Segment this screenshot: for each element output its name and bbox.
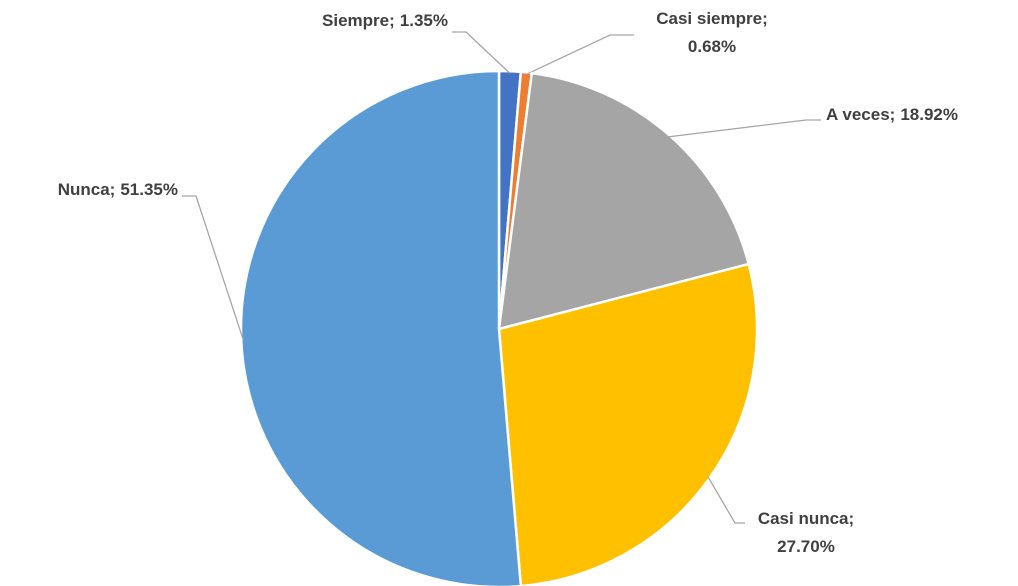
- data-label: Siempre; 1.35%: [322, 11, 448, 30]
- label-separator: ;: [110, 180, 116, 199]
- data-label: Casi siempre; 0.68%: [656, 9, 768, 56]
- label-separator: ;: [762, 9, 768, 28]
- label-category: A veces: [826, 105, 890, 124]
- leader-line: [525, 34, 634, 76]
- label-separator: ;: [890, 105, 896, 124]
- pie-slice: [497, 262, 759, 586]
- label-value: 27.70%: [777, 537, 835, 556]
- label-separator: ;: [389, 11, 395, 30]
- leader-line: [707, 476, 745, 524]
- leader-line: [668, 119, 821, 138]
- leader-line: [182, 195, 244, 341]
- label-category: Casi nunca: [758, 509, 849, 528]
- data-label: Nunca; 51.35%: [58, 180, 178, 199]
- pie-slice: [497, 71, 751, 331]
- leader-line: [452, 31, 511, 74]
- label-separator: ;: [849, 509, 855, 528]
- label-category: Siempre: [322, 11, 389, 30]
- data-label: Casi nunca; 27.70%: [758, 509, 854, 556]
- label-value: 1.35%: [400, 11, 448, 30]
- label-category: Nunca: [58, 180, 111, 199]
- label-category: Casi siempre: [656, 9, 762, 28]
- pie-slice: [239, 69, 523, 586]
- data-label: A veces; 18.92%: [826, 105, 958, 124]
- label-value: 51.35%: [120, 180, 178, 199]
- label-value: 0.68%: [688, 37, 736, 56]
- label-value: 18.92%: [900, 105, 958, 124]
